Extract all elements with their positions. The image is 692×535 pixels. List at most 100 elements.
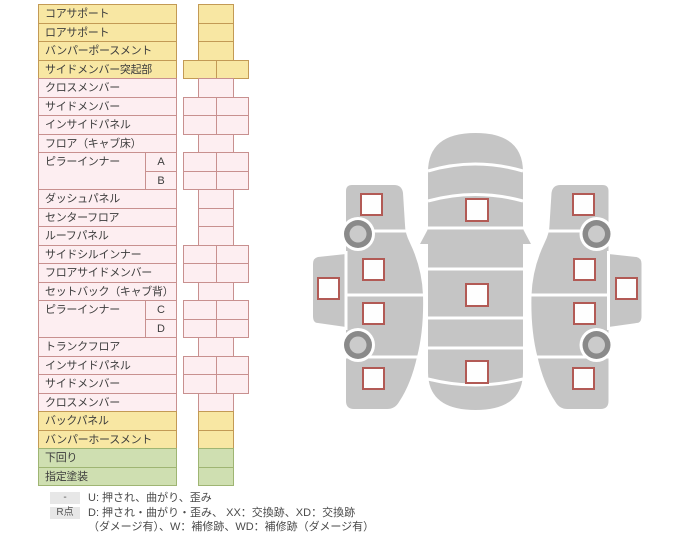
part-label: インサイドパネル	[38, 355, 177, 375]
damage-grid-cell[interactable]	[183, 355, 217, 375]
damage-grid-cell[interactable]	[183, 300, 217, 320]
damage-grid-cell[interactable]	[198, 22, 234, 42]
damage-grid-cell[interactable]	[183, 59, 217, 79]
damage-grid-cell[interactable]	[198, 207, 234, 227]
damage-grid-cell[interactable]	[183, 318, 217, 338]
left-mirror-icon	[420, 229, 428, 244]
damage-checkbox-left-rear-door[interactable]	[362, 302, 385, 325]
damage-grid-cell[interactable]	[198, 133, 234, 153]
legend-badge: R点	[50, 506, 80, 519]
car-diagram	[313, 133, 642, 410]
damage-grid-cell[interactable]	[183, 96, 217, 116]
damage-grid-cell[interactable]	[215, 318, 249, 338]
damage-grid-cell[interactable]	[198, 411, 234, 431]
damage-grid-cell[interactable]	[215, 59, 249, 79]
hood-line	[427, 162, 524, 173]
damage-checkbox-left-rocker-outer[interactable]	[317, 277, 340, 300]
parts-label-column: コアサポート ロアサポート バンパーポースメント サイドメンバー突起部 クロスメンバーサ…	[38, 4, 177, 486]
part-sublabel: D	[145, 318, 177, 338]
part-label: サイドメンバー突起部	[38, 59, 177, 79]
damage-grid-cell[interactable]	[198, 4, 234, 24]
part-label: バンパーポースメント	[38, 41, 177, 61]
part-label: フロアサイドメンバー	[38, 263, 177, 283]
damage-grid-cell[interactable]	[183, 170, 217, 190]
damage-checkbox-left-front-door[interactable]	[362, 258, 385, 281]
legend: - U: 押され、曲がり、歪み R点 D: 押され・曲がり・歪み、 XX：交換跡、XD…	[38, 491, 638, 535]
damage-checkbox-left-front-fender[interactable]	[360, 193, 383, 216]
damage-checkbox-top-roof[interactable]	[465, 283, 489, 307]
damage-grid-cell[interactable]	[215, 244, 249, 264]
part-label: フロア（キャブ床）	[38, 133, 177, 153]
damage-grid-cell[interactable]	[198, 281, 234, 301]
damage-grid-cell[interactable]	[183, 374, 217, 394]
damage-grid-cell[interactable]	[183, 152, 217, 172]
damage-grid-cell[interactable]	[198, 466, 234, 486]
damage-grid-cell[interactable]	[183, 115, 217, 135]
top-car-silhouette	[428, 133, 523, 410]
part-label: ダッシュパネル	[38, 189, 177, 209]
damage-grid-cell[interactable]	[215, 152, 249, 172]
top-view-car	[420, 133, 531, 410]
damage-grid-cell[interactable]	[198, 78, 234, 98]
right-mirror-icon	[523, 229, 531, 244]
part-label: ピラーインナー	[38, 152, 146, 190]
part-label: サイドシルインナー	[38, 244, 177, 264]
left-side-view-car	[313, 185, 424, 409]
damage-checkbox-right-front-fender[interactable]	[572, 193, 595, 216]
part-label: セットバック（キャブ背）	[38, 281, 177, 301]
part-label: クロスメンバー	[38, 78, 177, 98]
part-label: コアサポート	[38, 4, 177, 24]
part-label: クロスメンバー	[38, 392, 177, 412]
legend-row: （ダメージ有）、W：補修跡、WD：補修跡（ダメージ有）	[38, 520, 638, 535]
damage-checkbox-top-front[interactable]	[465, 198, 489, 222]
damage-grid-cell[interactable]	[198, 337, 234, 357]
damage-grid-cell[interactable]	[198, 392, 234, 412]
damage-grid-cell[interactable]	[198, 448, 234, 468]
part-label: トランクフロア	[38, 337, 177, 357]
part-label: 下回り	[38, 448, 177, 468]
cowl-line	[427, 193, 524, 203]
damage-checkbox-left-rear-fender[interactable]	[362, 367, 385, 390]
right-front-wheel-icon	[579, 217, 614, 251]
damage-grid-cell[interactable]	[183, 244, 217, 264]
part-label: インサイドパネル	[38, 115, 177, 135]
part-label: サイドメンバー	[38, 96, 177, 116]
part-label: ルーフパネル	[38, 226, 177, 246]
damage-grid-cell[interactable]	[198, 41, 234, 61]
damage-grid-cell[interactable]	[215, 263, 249, 283]
damage-grid-cell[interactable]	[183, 263, 217, 283]
damage-grid-cell[interactable]	[198, 189, 234, 209]
part-sublabel: C	[145, 300, 177, 320]
damage-checkbox-top-rear[interactable]	[465, 360, 489, 384]
part-sublabel: A	[145, 152, 177, 172]
damage-grid-cell[interactable]	[198, 226, 234, 246]
damage-checkbox-right-rear-door[interactable]	[573, 302, 596, 325]
legend-text: （ダメージ有）、W：補修跡、WD：補修跡（ダメージ有）	[88, 521, 375, 533]
legend-row: R点 D: 押され・曲がり・歪み、 XX：交換跡、XD：交換跡	[38, 506, 638, 521]
damage-grid-cell[interactable]	[215, 115, 249, 135]
part-label: ロアサポート	[38, 22, 177, 42]
damage-checkbox-right-front-door[interactable]	[573, 258, 596, 281]
damage-checkbox-right-rocker-outer[interactable]	[615, 277, 638, 300]
part-label: バンパーホースメント	[38, 429, 177, 449]
legend-text: U: 押され、曲がり、歪み	[88, 492, 212, 504]
damage-grid-cell[interactable]	[215, 355, 249, 375]
legend-row: - U: 押され、曲がり、歪み	[38, 491, 638, 506]
legend-badge: -	[50, 492, 80, 504]
right-rear-wheel-icon	[579, 328, 614, 362]
legend-text: D: 押され・曲がり・歪み、 XX：交換跡、XD：交換跡	[88, 506, 356, 519]
damage-grid-cell[interactable]	[215, 300, 249, 320]
trunk-line	[427, 377, 524, 387]
damage-grid-cell[interactable]	[215, 96, 249, 116]
left-front-wheel-icon	[341, 217, 375, 251]
damage-grid-cell[interactable]	[215, 374, 249, 394]
part-sublabel: B	[145, 170, 177, 190]
damage-grid-cell[interactable]	[215, 170, 249, 190]
damage-grid-cell[interactable]	[198, 429, 234, 449]
part-label: ピラーインナー	[38, 300, 146, 338]
part-label: センターフロア	[38, 207, 177, 227]
damage-checkbox-right-rear-fender[interactable]	[572, 367, 595, 390]
damage-grid-column	[183, 4, 249, 486]
part-label: バックパネル	[38, 411, 177, 431]
